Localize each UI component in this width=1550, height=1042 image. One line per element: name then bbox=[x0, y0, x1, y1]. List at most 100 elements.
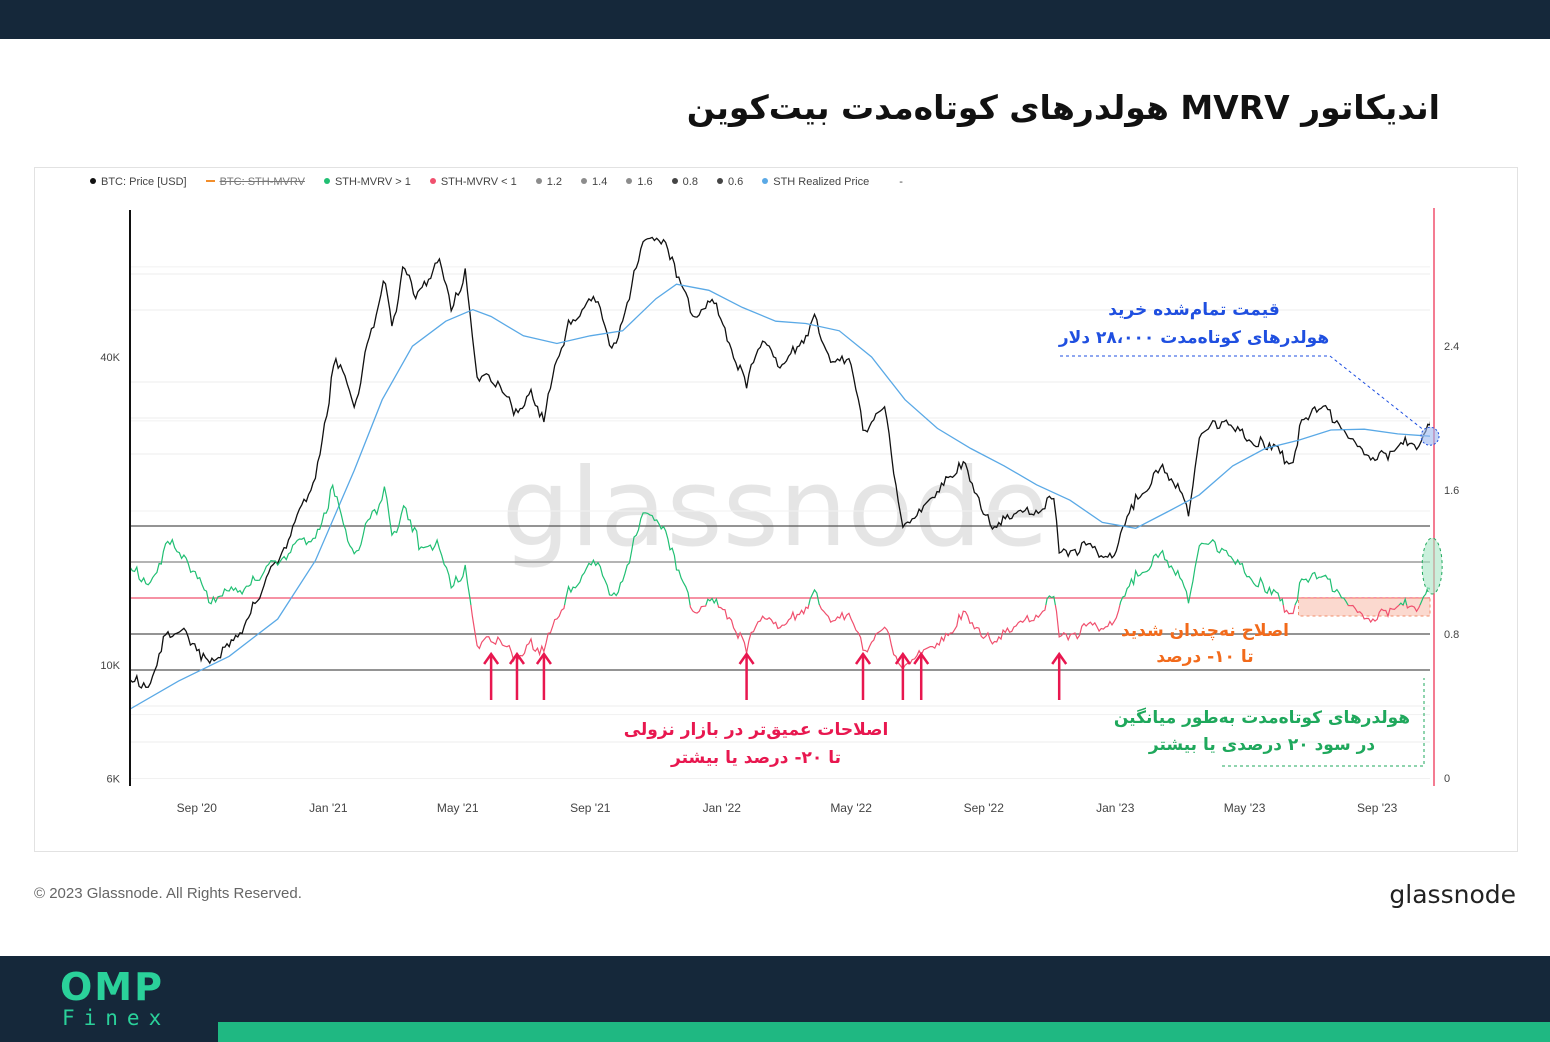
legend-dot-icon bbox=[716, 178, 723, 184]
y-axis-left-ticks: 6K 10K 40K bbox=[100, 352, 120, 785]
legend-item[interactable]: STH-MVRV > 1 bbox=[323, 176, 411, 188]
series-btc-price bbox=[130, 236, 1430, 689]
arrow-head bbox=[483, 651, 500, 665]
series-sth-mvrv-above-1 bbox=[130, 483, 1430, 605]
legend-item[interactable]: BTC: STH-MVRV bbox=[205, 176, 305, 188]
chart-card bbox=[34, 167, 1518, 852]
arrow-up-icon bbox=[738, 651, 755, 700]
annotation-mild-correction: اصلاح نه‌چندان شدید تا ۱۰- درصد bbox=[1121, 621, 1289, 667]
x-tick-label: Sep '23 bbox=[1357, 801, 1398, 815]
chart-watermark: glassnode bbox=[502, 446, 1049, 571]
arrow-up-icon bbox=[508, 651, 526, 700]
arrow-head bbox=[1051, 651, 1068, 665]
y-left-tick-label: 40K bbox=[100, 352, 120, 364]
chart-svg: glassnode Sep '20 Jan '21 May '21 Sep '21 Ja… bbox=[100, 208, 1459, 815]
legend-item[interactable]: 1.2 bbox=[535, 176, 563, 188]
y-right-tick-label: 1.6 bbox=[1444, 485, 1459, 497]
mild-correction-zone bbox=[1297, 597, 1431, 617]
legend-dot-icon bbox=[90, 178, 96, 184]
x-tick-label: May '23 bbox=[1224, 801, 1266, 815]
legend-dot-icon bbox=[626, 178, 633, 184]
y-right-tick-label: 0 bbox=[1444, 773, 1450, 785]
annotation-deep-correction: اصلاحات عمیق‌تر در بازار نزولی تا ۲۰- در… bbox=[624, 720, 889, 768]
arrow-head bbox=[894, 651, 911, 665]
annotation-deep-line1: اصلاحات عمیق‌تر در بازار نزولی bbox=[624, 720, 889, 740]
omp-logo: OMP bbox=[60, 965, 164, 1009]
legend-label: BTC: Price [USD] bbox=[101, 176, 187, 188]
legend-dot-icon bbox=[888, 178, 895, 184]
series-sth-realized-price bbox=[130, 283, 1430, 710]
chart-markers bbox=[483, 355, 1443, 767]
annotation-realized-line1: قیمت تمام‌شده خرید bbox=[1108, 300, 1280, 320]
legend-item[interactable]: 0.8 bbox=[671, 176, 698, 188]
arrow-head bbox=[738, 651, 755, 665]
annotation-mild-line1: اصلاح نه‌چندان شدید bbox=[1121, 621, 1289, 641]
legend-dot-icon bbox=[762, 178, 769, 184]
annotation-profit: هولدرهای کوتاه‌مدت به‌طور میانگین در سود… bbox=[1114, 707, 1410, 755]
top-banner bbox=[0, 0, 1550, 39]
annotation-realized-line2: هولدرهای کوتاه‌مدت ۲۸،۰۰۰ دلار bbox=[1058, 328, 1329, 348]
legend-label: STH-MVRV > 1 bbox=[334, 176, 411, 188]
x-tick-label: Jan '21 bbox=[309, 801, 348, 815]
arrow-up-icon bbox=[913, 651, 930, 700]
arrow-up-icon bbox=[483, 651, 500, 700]
y-left-tick-label: 10K bbox=[100, 660, 120, 672]
y-right-tick-label: 2.4 bbox=[1444, 341, 1459, 353]
x-tick-label: Sep '22 bbox=[964, 801, 1005, 815]
legend-dot-icon bbox=[323, 178, 330, 184]
legend-label: 0.8 bbox=[682, 176, 698, 188]
legend-item[interactable]: STH-MVRV < 1 bbox=[429, 176, 517, 188]
arrow-up-icon bbox=[854, 651, 872, 700]
annotation-deep-line2: تا ۲۰- درصد یا بیشتر bbox=[670, 748, 841, 768]
x-tick-label: Jan '22 bbox=[703, 801, 742, 815]
legend-label: - bbox=[899, 176, 903, 188]
arrow-head bbox=[508, 651, 526, 665]
legend-dot-icon bbox=[205, 180, 215, 182]
legend-label: STH Realized Price bbox=[773, 176, 870, 188]
legend-label: 1.2 bbox=[546, 176, 563, 188]
chart-series bbox=[130, 236, 1430, 710]
mild-correction-rect bbox=[1297, 597, 1431, 617]
finex-logo: Finex bbox=[62, 1006, 171, 1030]
arrow-head bbox=[535, 651, 552, 665]
y-left-tick-label: 6K bbox=[107, 773, 121, 785]
x-tick-label: Sep '20 bbox=[177, 801, 218, 815]
y-right-tick-label: 0.8 bbox=[1444, 629, 1459, 641]
legend-item[interactable]: 1.4 bbox=[581, 176, 607, 188]
legend-item[interactable]: 1.6 bbox=[626, 176, 653, 188]
x-tick-label: Sep '21 bbox=[570, 801, 611, 815]
annotation-profit-line1: هولدرهای کوتاه‌مدت به‌طور میانگین bbox=[1114, 707, 1410, 728]
legend-dot-icon bbox=[535, 178, 542, 184]
annotation-realized-price: قیمت تمام‌شده خرید هولدرهای کوتاه‌مدت ۲۸… bbox=[1058, 300, 1329, 348]
arrow-up-icon bbox=[1051, 651, 1068, 700]
annotation-profit-line2: در سود ۲۰ درصدی یا بیشتر bbox=[1148, 735, 1375, 755]
arrow-up-icon bbox=[535, 651, 552, 700]
realized-price-highlight bbox=[1420, 426, 1440, 446]
x-tick-label: May '21 bbox=[437, 801, 479, 815]
legend-label: 1.4 bbox=[592, 176, 608, 188]
legend-item[interactable]: BTC: Price [USD] bbox=[90, 176, 187, 188]
bottom-accent-bar bbox=[218, 1022, 1550, 1042]
copyright: © 2023 Glassnode. All Rights Reserved. bbox=[34, 885, 302, 902]
legend-dot-icon bbox=[429, 178, 436, 184]
arrow-head bbox=[854, 651, 872, 665]
legend-item[interactable]: STH Realized Price bbox=[762, 176, 869, 188]
legend-label: STH-MVRV < 1 bbox=[440, 176, 517, 188]
series-sth-mvrv-below-1 bbox=[470, 605, 1421, 670]
page-title: اندیکاتور MVRV هولدرهای کوتاه‌مدت بیت‌کو… bbox=[686, 88, 1440, 127]
legend-label: 1.6 bbox=[637, 176, 653, 188]
legend-label: 0.6 bbox=[727, 176, 744, 188]
legend-item[interactable]: 0.6 bbox=[716, 176, 744, 188]
legend-label: BTC: STH-MVRV bbox=[219, 176, 305, 188]
annotation-mild-line2: تا ۱۰- درصد bbox=[1156, 647, 1253, 667]
arrow-up-icon bbox=[894, 651, 911, 700]
mvrv-pointer bbox=[1222, 678, 1425, 767]
x-tick-label: Jan '23 bbox=[1096, 801, 1135, 815]
legend-item[interactable]: - bbox=[888, 176, 903, 188]
arrow-head bbox=[913, 651, 930, 665]
y-axis-right-ticks: 0 0.8 1.6 2.4 bbox=[1444, 341, 1459, 785]
x-tick-label: May '22 bbox=[830, 801, 872, 815]
realized-price-pointer bbox=[1060, 355, 1425, 431]
glassnode-brand: glassnode bbox=[1389, 880, 1516, 909]
x-axis-ticks: Sep '20 Jan '21 May '21 Sep '21 Jan '22 May '… bbox=[177, 801, 1398, 815]
